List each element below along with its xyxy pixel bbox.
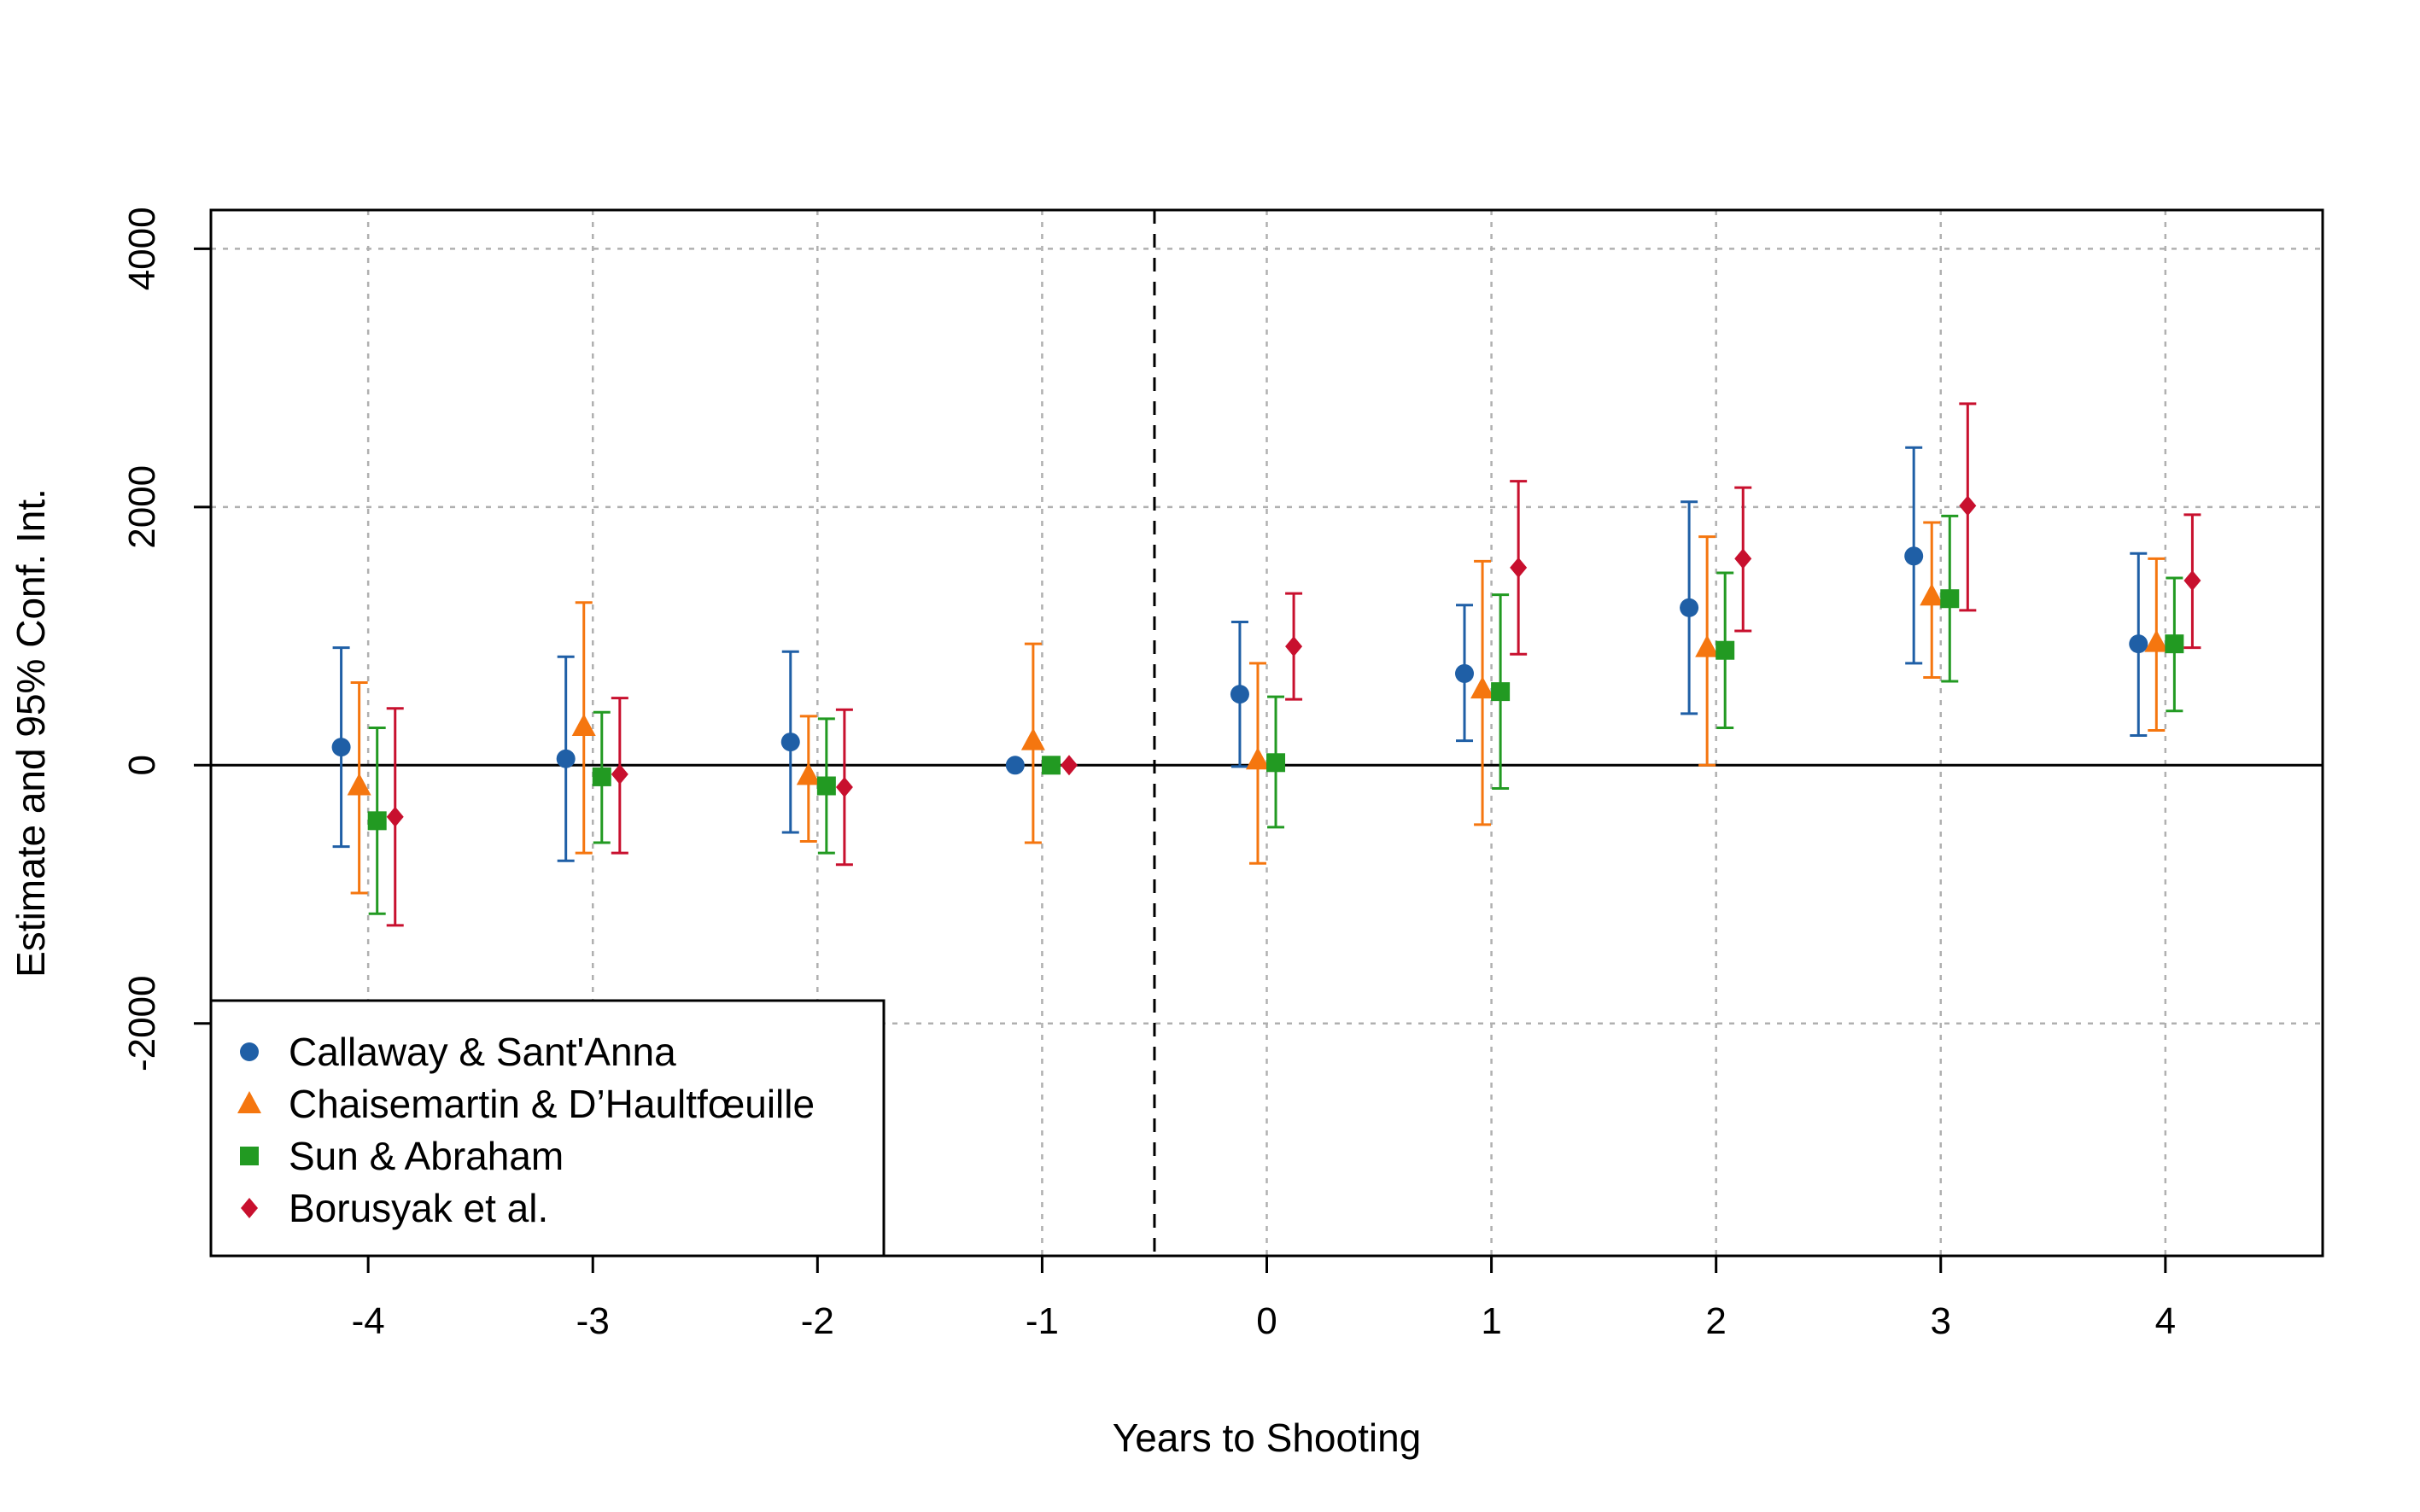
point-estimate: [2144, 629, 2169, 652]
point-estimate: [1245, 747, 1270, 770]
point-estimate: [1680, 598, 1699, 617]
point-estimate: [571, 713, 596, 736]
point-estimate: [367, 811, 387, 831]
legend-marker: [240, 1042, 259, 1061]
x-tick-label: -1: [1026, 1300, 1059, 1342]
y-tick-label: 2000: [121, 465, 163, 549]
point-estimate: [331, 738, 351, 757]
point-estimate: [2129, 634, 2148, 654]
point-estimate: [780, 733, 800, 752]
point-estimate: [835, 777, 853, 798]
data-series: [331, 402, 2201, 927]
legend-label: Callaway & Sant'Anna: [289, 1030, 676, 1074]
legend-marker: [240, 1147, 259, 1165]
point-estimate: [611, 763, 628, 785]
legend-marker: [241, 1198, 258, 1218]
point-estimate: [386, 806, 404, 827]
x-tick-label: 1: [1481, 1300, 1501, 1342]
point-estimate: [1695, 634, 1720, 657]
legend-marker: [237, 1091, 261, 1113]
point-estimate: [1920, 583, 1944, 606]
point-estimate: [1716, 640, 1735, 660]
point-estimate: [592, 767, 611, 786]
legend-item: Callaway & Sant'Anna: [240, 1030, 676, 1074]
point-estimate: [1285, 636, 1303, 657]
point-estimate: [1455, 663, 1475, 683]
series-diamond: [386, 402, 2201, 927]
x-tick-label: 0: [1256, 1300, 1277, 1342]
point-estimate: [1005, 756, 1025, 775]
point-estimate: [1959, 495, 1977, 517]
legend-item: Sun & Abraham: [240, 1134, 564, 1178]
point-estimate: [1470, 676, 1495, 699]
x-tick-label: 3: [1931, 1300, 1951, 1342]
y-tick-label: 4000: [121, 207, 163, 290]
point-estimate: [347, 773, 371, 796]
point-estimate: [1020, 727, 1045, 750]
legend-item: Borusyak et al.: [241, 1186, 548, 1230]
point-estimate: [1904, 546, 1924, 566]
point-estimate: [816, 776, 836, 796]
point-estimate: [1230, 685, 1249, 704]
legend-label: Sun & Abraham: [289, 1134, 564, 1178]
x-axis-title: Years to Shooting: [1113, 1416, 1421, 1460]
legend-label: Borusyak et al.: [289, 1186, 548, 1230]
point-estimate: [1060, 755, 1078, 776]
y-tick-label: -2000: [121, 976, 163, 1072]
point-estimate: [1041, 756, 1061, 775]
point-estimate: [1940, 589, 1960, 609]
series-circle: [331, 446, 2148, 862]
point-estimate: [1510, 557, 1528, 578]
x-tick-label: 4: [2155, 1300, 2176, 1342]
y-tick-label: 0: [121, 755, 163, 775]
axis-ticks: -4 -3 -2 -1 0 1 2 3 4 -2000 0 2000 4000: [121, 207, 2176, 1342]
x-tick-label: -2: [801, 1300, 834, 1342]
x-tick-label: -4: [352, 1300, 385, 1342]
legend-item: Chaisemartin & D’Haultfœuille: [237, 1082, 815, 1126]
x-tick-label: -3: [576, 1300, 610, 1342]
point-estimate: [796, 762, 821, 785]
legend: Callaway & Sant'Anna Chaisemartin & D’Hau…: [209, 999, 886, 1258]
x-tick-label: 2: [1705, 1300, 1726, 1342]
legend-label: Chaisemartin & D’Haultfœuille: [289, 1082, 815, 1126]
series-triangle: [347, 521, 2169, 895]
point-estimate: [2183, 570, 2201, 592]
point-estimate: [1266, 753, 1286, 773]
point-estimate: [1734, 548, 1752, 569]
y-axis-title: Estimate and 95% Conf. Int.: [9, 488, 53, 978]
point-estimate: [556, 749, 576, 768]
point-estimate: [1491, 682, 1511, 702]
point-estimate: [2165, 634, 2184, 654]
series-square: [367, 514, 2184, 915]
legend-box: [209, 999, 886, 1258]
